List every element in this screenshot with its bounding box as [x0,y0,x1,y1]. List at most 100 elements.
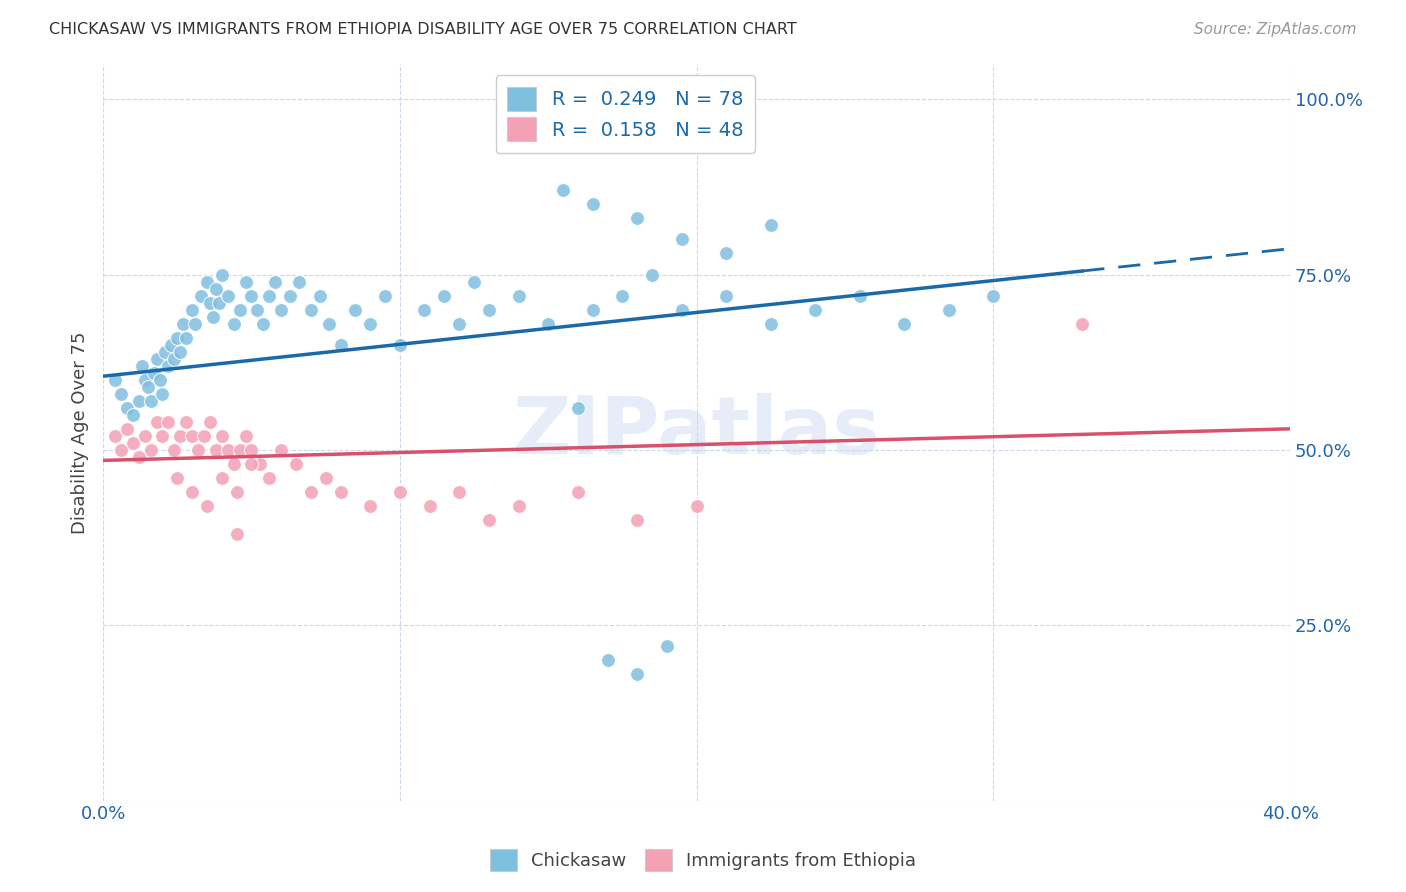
Point [308,288,330,302]
Point [433,288,456,302]
Point [225,485,247,500]
Point [205,281,228,295]
Point [278,288,301,302]
Y-axis label: Disability Age Over 75: Disability Age Over 75 [72,331,89,533]
Point [235,429,257,443]
Point [181,429,204,443]
Point [128,393,150,408]
Point [418,499,440,513]
Point [169,344,191,359]
Point [329,485,352,500]
Point [174,331,197,345]
Point [716,288,738,302]
Point [139,442,162,457]
Point [121,408,143,422]
Point [195,499,218,513]
Point [115,422,138,436]
Point [172,317,194,331]
Point [160,337,183,351]
Point [121,435,143,450]
Point [551,183,574,197]
Text: CHICKASAW VS IMMIGRANTS FROM ETHIOPIA DISABILITY AGE OVER 75 CORRELATION CHART: CHICKASAW VS IMMIGRANTS FROM ETHIOPIA DI… [49,22,797,37]
Point [181,485,204,500]
Point [104,429,127,443]
Point [228,302,250,317]
Point [115,401,138,415]
Point [110,442,132,457]
Point [217,288,239,302]
Point [155,344,177,359]
Point [259,471,281,485]
Point [671,232,693,246]
Point [198,295,221,310]
Point [716,246,738,260]
Point [198,415,221,429]
Point [240,442,263,457]
Point [374,288,396,302]
Legend: Chickasaw, Immigrants from Ethiopia: Chickasaw, Immigrants from Ethiopia [482,842,924,879]
Point [166,471,188,485]
Point [249,457,271,471]
Point [211,429,233,443]
Point [344,302,367,317]
Point [478,302,501,317]
Point [359,317,381,331]
Point [388,485,411,500]
Point [163,351,186,366]
Point [463,275,485,289]
Point [759,219,782,233]
Point [626,667,648,681]
Point [804,302,827,317]
Point [981,288,1004,302]
Point [181,302,204,317]
Point [449,485,471,500]
Point [222,457,245,471]
Point [131,359,153,373]
Point [240,457,263,471]
Point [508,288,530,302]
Point [359,499,381,513]
Point [142,366,165,380]
Point [259,288,281,302]
Point [208,295,231,310]
Point [893,317,915,331]
Point [134,373,156,387]
Point [152,429,174,443]
Point [201,310,224,324]
Point [299,302,322,317]
Point [759,317,782,331]
Point [240,288,263,302]
Point [174,415,197,429]
Point [157,359,180,373]
Point [222,317,245,331]
Point [211,268,233,282]
Point [217,442,239,457]
Legend: R =  0.249   N = 78, R =  0.158   N = 48: R = 0.249 N = 78, R = 0.158 N = 48 [495,75,755,153]
Point [329,337,352,351]
Point [299,485,322,500]
Point [252,317,274,331]
Point [235,275,257,289]
Point [134,429,156,443]
Point [449,317,471,331]
Point [184,317,207,331]
Point [567,401,589,415]
Point [270,442,292,457]
Point [685,499,707,513]
Point [655,640,678,654]
Point [318,317,340,331]
Point [163,442,186,457]
Point [128,450,150,464]
Point [567,485,589,500]
Point [412,302,434,317]
Point [582,302,605,317]
Point [938,302,960,317]
Point [136,380,159,394]
Point [508,499,530,513]
Text: Source: ZipAtlas.com: Source: ZipAtlas.com [1194,22,1357,37]
Point [104,373,127,387]
Point [264,275,287,289]
Point [246,302,269,317]
Point [193,429,215,443]
Point [315,471,337,485]
